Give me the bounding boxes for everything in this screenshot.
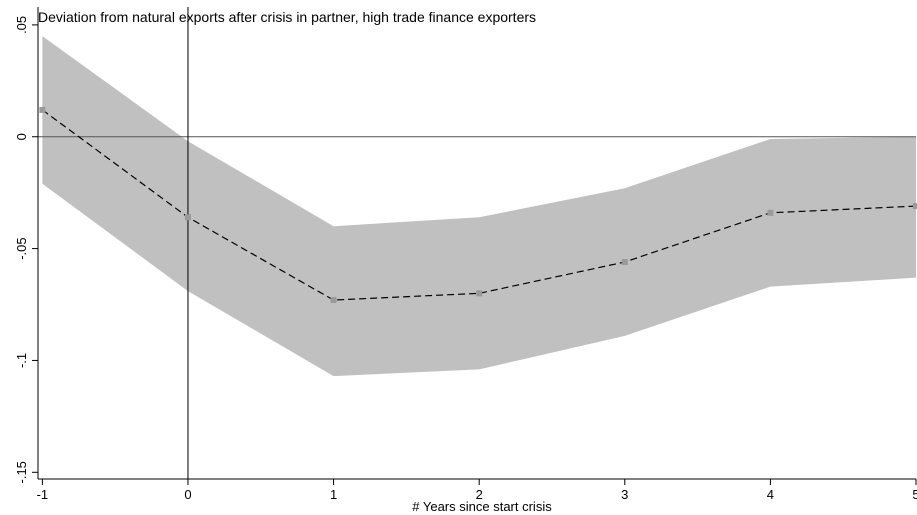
x-tick-label: 4 bbox=[767, 487, 774, 502]
data-point bbox=[913, 203, 917, 210]
data-point bbox=[184, 214, 191, 221]
y-tick-label: -.15 bbox=[14, 461, 29, 483]
x-tick-label: 5 bbox=[912, 487, 917, 502]
y-tick-label: -.05 bbox=[14, 237, 29, 259]
data-point bbox=[476, 290, 483, 297]
plot-area: -1 0 1 2 3 4 5 .05 0 -.05 -.1 -.15 bbox=[14, 7, 917, 502]
x-tick-label: -1 bbox=[37, 487, 49, 502]
y-tick-label: -.1 bbox=[14, 353, 29, 368]
x-tick-label: 0 bbox=[184, 487, 191, 502]
x-tick-label: 2 bbox=[476, 487, 483, 502]
data-point bbox=[767, 209, 774, 216]
x-tick-label: 3 bbox=[621, 487, 628, 502]
x-tick-label: 1 bbox=[330, 487, 337, 502]
data-point bbox=[39, 106, 46, 113]
x-axis-title: # Years since start crisis bbox=[412, 499, 552, 514]
confidence-band bbox=[42, 36, 916, 377]
chart-title: Deviation from natural exports after cri… bbox=[38, 9, 536, 25]
y-tick-label: 0 bbox=[14, 133, 29, 140]
data-point bbox=[621, 259, 628, 266]
data-point bbox=[330, 297, 337, 304]
y-tick-label: .05 bbox=[14, 16, 29, 34]
